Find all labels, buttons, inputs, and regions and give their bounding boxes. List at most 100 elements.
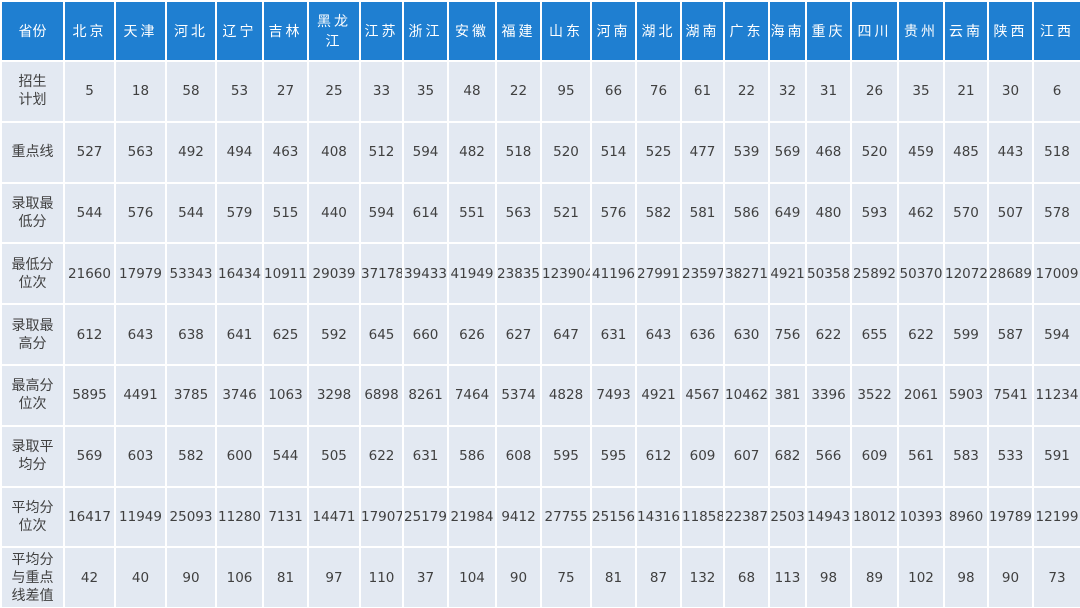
province-header: 北京: [63, 0, 116, 62]
cell-value: 593: [850, 181, 899, 245]
table-row: 重点线 527 563 492 494 463 408 512 594 482 518 520 514 5…: [0, 120, 1080, 184]
cell-value: 631: [590, 303, 637, 366]
cell-value: 682: [768, 424, 807, 488]
cell-value: 81: [590, 546, 637, 608]
cell-value: 25: [307, 60, 361, 123]
cell-value: 4828: [540, 363, 592, 427]
province-header: 吉林: [262, 0, 309, 62]
cell-value: 600: [215, 424, 264, 488]
cell-value: 521: [540, 181, 592, 245]
cell-value: 612: [635, 424, 682, 488]
cell-value: 3522: [850, 363, 899, 427]
cell-value: 586: [447, 424, 497, 488]
cell-value: 485: [943, 120, 989, 184]
cell-value: 30: [987, 60, 1034, 123]
cell-value: 104: [447, 546, 497, 608]
cell-value: 563: [114, 120, 167, 184]
cell-value: 512: [359, 120, 404, 184]
cell-value: 97: [307, 546, 361, 608]
row-label: 平均分 与重点 线差值: [0, 546, 65, 608]
cell-value: 26: [850, 60, 899, 123]
cell-value: 582: [165, 424, 217, 488]
cell-value: 544: [165, 181, 217, 245]
province-header: 湖南: [680, 0, 725, 62]
cell-value: 48: [447, 60, 497, 123]
row-label: 招生 计划: [0, 60, 65, 123]
cell-value: 11280: [215, 485, 264, 549]
cell-value: 73: [1032, 546, 1080, 608]
cell-value: 609: [850, 424, 899, 488]
cell-value: 8960: [943, 485, 989, 549]
row-label: 录取平 均分: [0, 424, 65, 488]
cell-value: 7464: [447, 363, 497, 427]
cell-value: 576: [590, 181, 637, 245]
cell-value: 599: [943, 303, 989, 366]
cell-value: 22: [723, 60, 770, 123]
province-header: 湖北: [635, 0, 682, 62]
cell-value: 570: [943, 181, 989, 245]
cell-value: 17009: [1032, 242, 1080, 306]
cell-value: 440: [307, 181, 361, 245]
cell-value: 631: [402, 424, 449, 488]
cell-value: 27: [262, 60, 309, 123]
table-row: 平均分 位次 16417 11949 25093 11280 7131 14471 17907…: [0, 485, 1080, 549]
row-label: 平均分 位次: [0, 485, 65, 549]
cell-value: 551: [447, 181, 497, 245]
cell-value: 95: [540, 60, 592, 123]
cell-value: 37: [402, 546, 449, 608]
cell-value: 113: [768, 546, 807, 608]
cell-value: 18012: [850, 485, 899, 549]
cell-value: 53: [215, 60, 264, 123]
cell-value: 68: [723, 546, 770, 608]
cell-value: 50358: [805, 242, 852, 306]
cell-value: 544: [63, 181, 116, 245]
cell-value: 23835: [495, 242, 542, 306]
cell-value: 607: [723, 424, 770, 488]
cell-value: 463: [262, 120, 309, 184]
cell-value: 505: [307, 424, 361, 488]
cell-value: 61: [680, 60, 725, 123]
cell-value: 10462: [723, 363, 770, 427]
cell-value: 6898: [359, 363, 404, 427]
cell-value: 90: [987, 546, 1034, 608]
cell-value: 110: [359, 546, 404, 608]
cell-value: 625: [262, 303, 309, 366]
cell-value: 649: [768, 181, 807, 245]
cell-value: 33: [359, 60, 404, 123]
cell-value: 27755: [540, 485, 592, 549]
cell-value: 23597: [680, 242, 725, 306]
cell-value: 638: [165, 303, 217, 366]
cell-value: 520: [850, 120, 899, 184]
header-row: 省份 北京 天津 河北 辽宁 吉林 黑龙江 江苏 浙江 安徽 福建 山东 河南 湖北 湖南 广东 海南 重庆 四川贵…: [0, 0, 1080, 62]
cell-value: 756: [768, 303, 807, 366]
cell-value: 17979: [114, 242, 167, 306]
province-header: 江西: [1032, 0, 1080, 62]
cell-value: 38271: [723, 242, 770, 306]
table-row: 最低分 位次 21660 17979 53343 16434 10911 29039 3717…: [0, 242, 1080, 306]
province-header: 河北: [165, 0, 217, 62]
cell-value: 35: [402, 60, 449, 123]
row-label: 重点线: [0, 120, 65, 184]
cell-value: 622: [359, 424, 404, 488]
cell-value: 518: [1032, 120, 1080, 184]
cell-value: 11858: [680, 485, 725, 549]
cell-value: 581: [680, 181, 725, 245]
cell-value: 655: [850, 303, 899, 366]
cell-value: 408: [307, 120, 361, 184]
cell-value: 381: [768, 363, 807, 427]
row-label: 录取最 高分: [0, 303, 65, 366]
cell-value: 5: [63, 60, 116, 123]
cell-value: 22: [495, 60, 542, 123]
cell-value: 4567: [680, 363, 725, 427]
cell-value: 647: [540, 303, 592, 366]
cell-value: 5374: [495, 363, 542, 427]
province-header: 海南: [768, 0, 807, 62]
cell-value: 578: [1032, 181, 1080, 245]
cell-value: 643: [635, 303, 682, 366]
cell-value: 622: [897, 303, 945, 366]
cell-value: 32: [768, 60, 807, 123]
cell-value: 4491: [114, 363, 167, 427]
cell-value: 603: [114, 424, 167, 488]
cell-value: 12199: [1032, 485, 1080, 549]
